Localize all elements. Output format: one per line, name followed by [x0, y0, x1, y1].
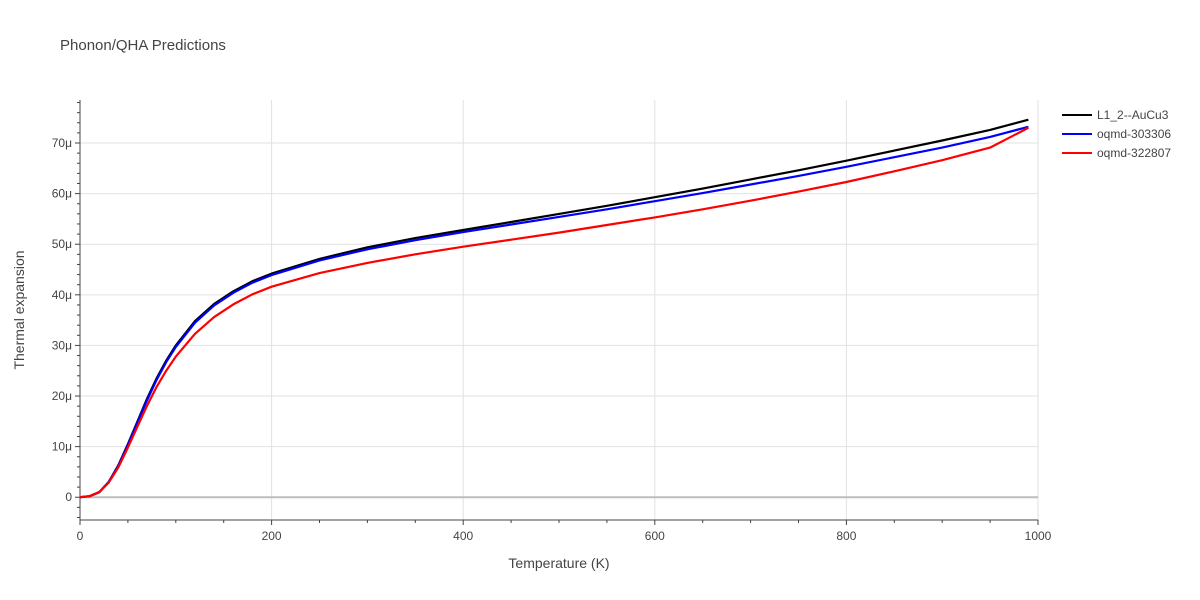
x-tick-label: 600: [645, 529, 665, 543]
legend-label-2: oqmd-303306: [1097, 127, 1171, 141]
y-axis-ticks: 0 10μ 20μ 30μ 40μ 50μ 60μ 70μ: [52, 102, 80, 518]
grid: [80, 100, 1039, 520]
x-tick-label: 800: [836, 529, 856, 543]
x-tick-label: 1000: [1025, 529, 1052, 543]
y-tick-label: 0: [65, 490, 72, 504]
legend-label-3: oqmd-322807: [1097, 146, 1171, 160]
series-line-3: [79, 126, 1029, 499]
chart-title: Phonon/QHA Predictions: [60, 37, 226, 54]
x-axis-title: Temperature (K): [508, 555, 609, 571]
series-line-2: [79, 125, 1029, 499]
x-tick-label: 0: [77, 529, 84, 543]
y-tick-label: 70μ: [52, 136, 72, 150]
series-lines: [79, 118, 1029, 499]
y-tick-label: 30μ: [52, 338, 72, 352]
y-tick-label: 60μ: [52, 187, 72, 201]
x-tick-label: 400: [453, 529, 473, 543]
x-tick-label: 200: [262, 529, 282, 543]
series-line-1: [79, 118, 1029, 499]
y-tick-label: 50μ: [52, 237, 72, 251]
x-axis-ticks: 0 200 400 600 800 1000: [77, 520, 1052, 543]
y-axis-title: Thermal expansion: [11, 250, 27, 369]
legend-label-1: L1_2--AuCu3: [1097, 108, 1169, 122]
legend: L1_2--AuCu3 oqmd-303306 oqmd-322807: [1062, 108, 1171, 160]
y-tick-label: 40μ: [52, 288, 72, 302]
y-tick-label: 10μ: [52, 440, 72, 454]
y-tick-label: 20μ: [52, 389, 72, 403]
